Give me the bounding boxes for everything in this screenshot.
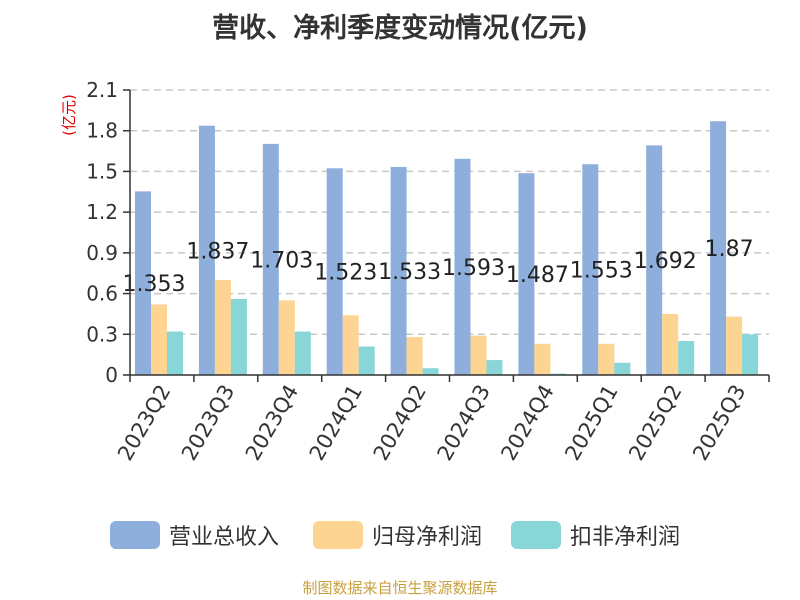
bar-deducted-profit (294, 331, 311, 375)
x-tick-label: 2023Q3 (177, 381, 239, 465)
bar-revenue (582, 164, 599, 375)
x-tick-label: 2023Q2 (113, 381, 175, 465)
bar-net-profit (342, 315, 359, 375)
bar-deducted-profit (167, 331, 183, 375)
bar-revenue (454, 158, 471, 375)
data-label: 1.487 (506, 263, 569, 288)
x-tick-label: 2025Q3 (688, 381, 750, 465)
x-tick-label: 2025Q2 (624, 381, 686, 465)
bar-deducted-profit (678, 341, 695, 375)
bar-net-profit (726, 316, 743, 375)
x-tick-label: 2024Q2 (369, 381, 431, 465)
legend-item-net-profit[interactable]: 归母净利润 (313, 519, 482, 551)
legend: 营业总收入 归母净利润 扣非净利润 (0, 519, 800, 551)
bar-deducted-profit (422, 368, 439, 375)
bar-revenue (390, 166, 407, 375)
data-label: 1.593 (442, 256, 505, 281)
x-tick-label: 2024Q1 (305, 381, 367, 465)
legend-item-deducted-profit[interactable]: 扣非净利润 (511, 519, 680, 551)
bar-net-profit (278, 300, 295, 375)
legend-swatch-deducted-profit (511, 521, 561, 549)
bar-revenue (262, 143, 279, 375)
legend-swatch-net-profit (313, 521, 363, 549)
bar-deducted-profit (486, 360, 503, 375)
bar-deducted-profit (230, 299, 247, 375)
bar-deducted-profit (358, 346, 375, 375)
y-tick-label: 1.8 (86, 119, 118, 143)
data-label: 1.87 (705, 237, 754, 262)
data-label: 1.523 (314, 261, 377, 286)
bar-revenue (135, 191, 151, 375)
data-label: 1.353 (123, 272, 186, 297)
legend-label-deducted-profit: 扣非净利润 (570, 525, 681, 550)
bar-net-profit (151, 304, 167, 375)
bar-net-profit (662, 313, 679, 375)
x-tick-label: 2024Q4 (496, 381, 558, 465)
y-tick-label: 1.5 (86, 159, 118, 183)
legend-item-revenue[interactable]: 营业总收入 (110, 519, 279, 551)
x-tick-label: 2023Q4 (241, 381, 303, 465)
data-label: 1.837 (186, 239, 249, 264)
bar-revenue (518, 173, 535, 375)
bar-revenue (326, 168, 343, 375)
data-source-note: 制图数据来自恒生聚源数据库 (302, 579, 498, 597)
bar-net-profit (214, 280, 231, 375)
x-tick-label: 2024Q3 (433, 381, 495, 465)
y-axis-label: (亿元) (60, 94, 78, 136)
y-tick-label: 2.1 (86, 78, 118, 102)
bar-revenue (646, 145, 663, 375)
data-label: 1.692 (634, 249, 697, 274)
y-tick-label: 0.6 (86, 282, 118, 306)
bar-deducted-profit (742, 334, 759, 375)
bar-net-profit (470, 335, 487, 375)
data-label: 1.533 (378, 260, 441, 285)
bar-deducted-profit (614, 362, 631, 375)
y-tick-label: 0.9 (86, 241, 118, 265)
bar-revenue (710, 121, 727, 375)
data-label: 1.703 (250, 248, 313, 273)
x-tick-label: 2025Q1 (560, 381, 622, 465)
y-tick-label: 0.3 (86, 322, 118, 346)
legend-label-revenue: 营业总收入 (169, 525, 280, 550)
legend-label-net-profit: 归母净利润 (372, 525, 483, 550)
data-label: 1.553 (570, 259, 633, 284)
legend-swatch-revenue (110, 521, 160, 549)
chart-title: 营收、净利季度变动情况(亿元) (212, 13, 588, 44)
bar-net-profit (406, 337, 423, 375)
y-tick-label: 1.2 (86, 200, 118, 224)
bar-net-profit (534, 343, 551, 375)
bar-net-profit (598, 343, 615, 375)
bar-revenue (198, 125, 215, 375)
y-tick-label: 0 (105, 363, 118, 387)
